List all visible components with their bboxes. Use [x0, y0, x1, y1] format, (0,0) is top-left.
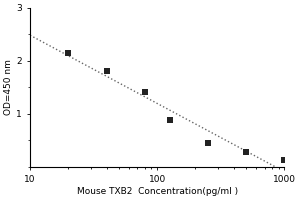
X-axis label: Mouse TXB2  Concentration(pg/ml ): Mouse TXB2 Concentration(pg/ml ) [76, 187, 238, 196]
Y-axis label: OD=450 nm: OD=450 nm [4, 59, 13, 115]
Point [142, 91, 147, 94]
Point [167, 118, 172, 122]
Point [244, 151, 248, 154]
Point [206, 141, 210, 144]
Point [66, 51, 71, 54]
Point [282, 159, 287, 162]
Point [104, 70, 109, 73]
